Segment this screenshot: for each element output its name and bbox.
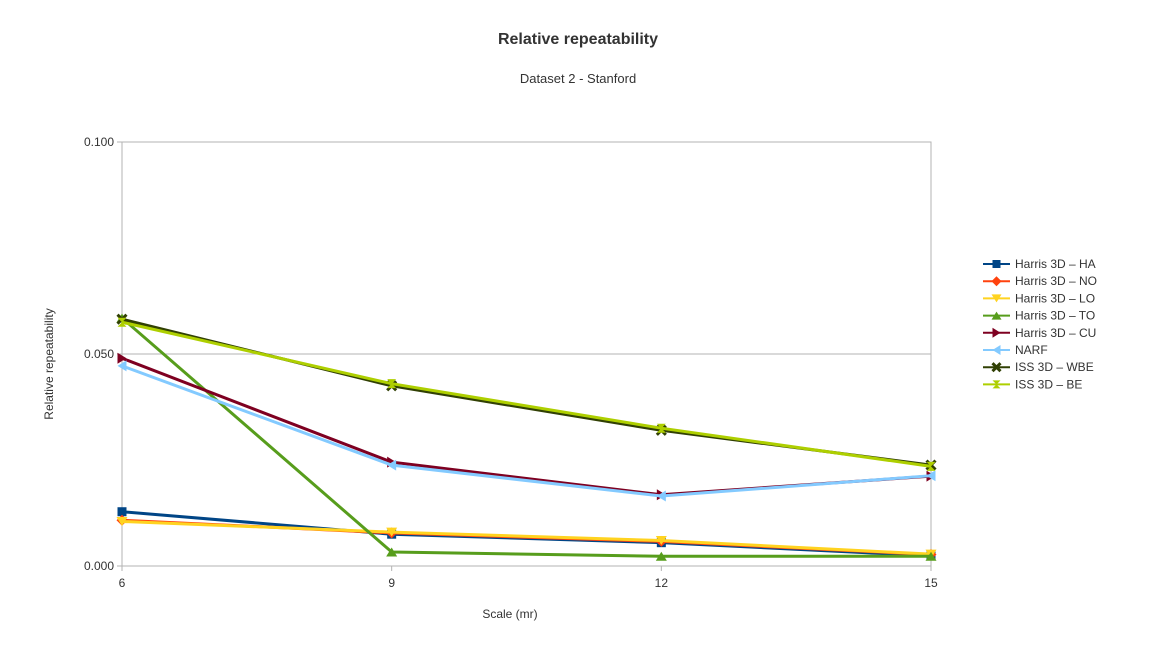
legend-item: ISS 3D – WBE bbox=[983, 360, 1094, 374]
series-line bbox=[121, 364, 932, 498]
data-point bbox=[992, 345, 1001, 355]
data-point bbox=[992, 260, 1001, 268]
series-line bbox=[121, 320, 932, 468]
legend-label: Harris 3D – HA bbox=[1015, 257, 1096, 271]
legend-label: Harris 3D – NO bbox=[1015, 274, 1097, 288]
data-point bbox=[117, 317, 127, 327]
series-4 bbox=[117, 352, 936, 501]
data-point bbox=[117, 352, 127, 364]
data-point bbox=[992, 380, 1001, 389]
data-point bbox=[656, 490, 666, 502]
x-tick-label: 15 bbox=[924, 576, 938, 590]
y-axis-label: Relative repeatability bbox=[42, 308, 56, 419]
data-point bbox=[926, 461, 936, 471]
data-point bbox=[656, 423, 666, 433]
series-2 bbox=[116, 516, 937, 559]
legend-label: Harris 3D – TO bbox=[1015, 309, 1095, 323]
y-tick-label: 0.050 bbox=[84, 347, 114, 361]
chart-subtitle: Dataset 2 - Stanford bbox=[520, 71, 636, 86]
data-point bbox=[387, 459, 397, 471]
legend-label: Harris 3D – LO bbox=[1015, 291, 1095, 305]
data-point bbox=[991, 276, 1002, 287]
legend-item: Harris 3D – TO bbox=[983, 309, 1095, 323]
series-line bbox=[121, 316, 931, 558]
series-6 bbox=[116, 313, 937, 471]
series-5 bbox=[117, 360, 936, 502]
data-point bbox=[925, 551, 937, 561]
data-point bbox=[117, 360, 127, 372]
legend-item: Harris 3D – HA bbox=[983, 257, 1096, 271]
data-point bbox=[991, 362, 1002, 373]
series-line bbox=[121, 317, 932, 467]
x-tick-label: 9 bbox=[388, 576, 395, 590]
legend-label: NARF bbox=[1015, 343, 1048, 357]
x-tick-label: 6 bbox=[119, 576, 126, 590]
x-tick-label: 12 bbox=[655, 576, 669, 590]
series-7 bbox=[117, 317, 936, 471]
legend-item: Harris 3D – LO bbox=[983, 291, 1095, 305]
y-tick-label: 0.100 bbox=[84, 135, 114, 149]
legend-item: NARF bbox=[983, 343, 1048, 357]
legend-item: Harris 3D – NO bbox=[983, 274, 1097, 288]
data-point bbox=[991, 294, 1002, 303]
legend-label: ISS 3D – BE bbox=[1015, 377, 1082, 391]
legend-label: Harris 3D – CU bbox=[1015, 326, 1096, 340]
data-point bbox=[386, 527, 398, 537]
legend: Harris 3D – HA Harris 3D – NO Harris 3D – … bbox=[983, 257, 1097, 391]
chart-title: Relative repeatability bbox=[498, 31, 658, 48]
data-point bbox=[387, 379, 397, 389]
data-point bbox=[116, 516, 128, 526]
data-point bbox=[117, 507, 127, 517]
data-point bbox=[926, 470, 936, 482]
legend-item: Harris 3D – CU bbox=[983, 326, 1096, 340]
x-axis-label: Scale (mr) bbox=[482, 607, 537, 621]
data-point bbox=[386, 547, 398, 557]
series-line bbox=[121, 356, 932, 497]
y-tick-label: 0.000 bbox=[84, 559, 114, 573]
legend-label: ISS 3D – WBE bbox=[1015, 360, 1094, 374]
series-0 bbox=[117, 507, 936, 561]
data-point bbox=[655, 536, 667, 546]
data-point bbox=[655, 551, 667, 561]
series-3 bbox=[116, 313, 937, 561]
data-point bbox=[992, 327, 1001, 338]
series-line bbox=[121, 519, 932, 556]
legend-item: ISS 3D – BE bbox=[983, 377, 1082, 391]
plot-area: 0.000 0.050 0.100 6 9 12 15 bbox=[84, 135, 938, 590]
data-point bbox=[991, 311, 1002, 320]
plot-border bbox=[121, 141, 932, 567]
